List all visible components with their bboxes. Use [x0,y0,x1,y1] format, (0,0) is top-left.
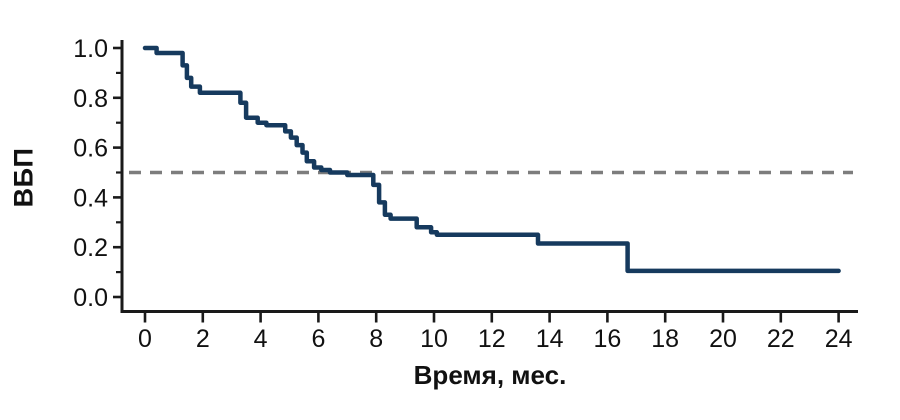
y-tick-label: 0.2 [73,234,108,262]
y-tick-label: 0.8 [73,85,108,113]
x-axis-title: Время, мес. [413,360,567,390]
x-tick-label: 22 [767,325,795,353]
x-tick-label: 8 [369,325,383,353]
x-tick-label: 6 [311,325,325,353]
y-tick-label: 1.0 [73,35,108,63]
x-tick-label: 20 [709,325,737,353]
km-survival-curve [142,45,841,274]
x-tick-label: 2 [196,325,210,353]
x-tick-label: 12 [478,325,506,353]
x-tick-label: 0 [138,325,152,353]
x-tick-label: 10 [420,325,448,353]
x-tick-label: 18 [651,325,679,353]
x-tick-label: 16 [593,325,621,353]
x-tick-label: 14 [536,325,564,353]
y-tick-label: 0.0 [73,284,108,312]
x-tick-label: 24 [825,325,853,353]
y-tick-label: 0.4 [73,184,108,212]
x-tick-label: 4 [254,325,268,353]
y-tick-label: 0.6 [73,135,108,163]
